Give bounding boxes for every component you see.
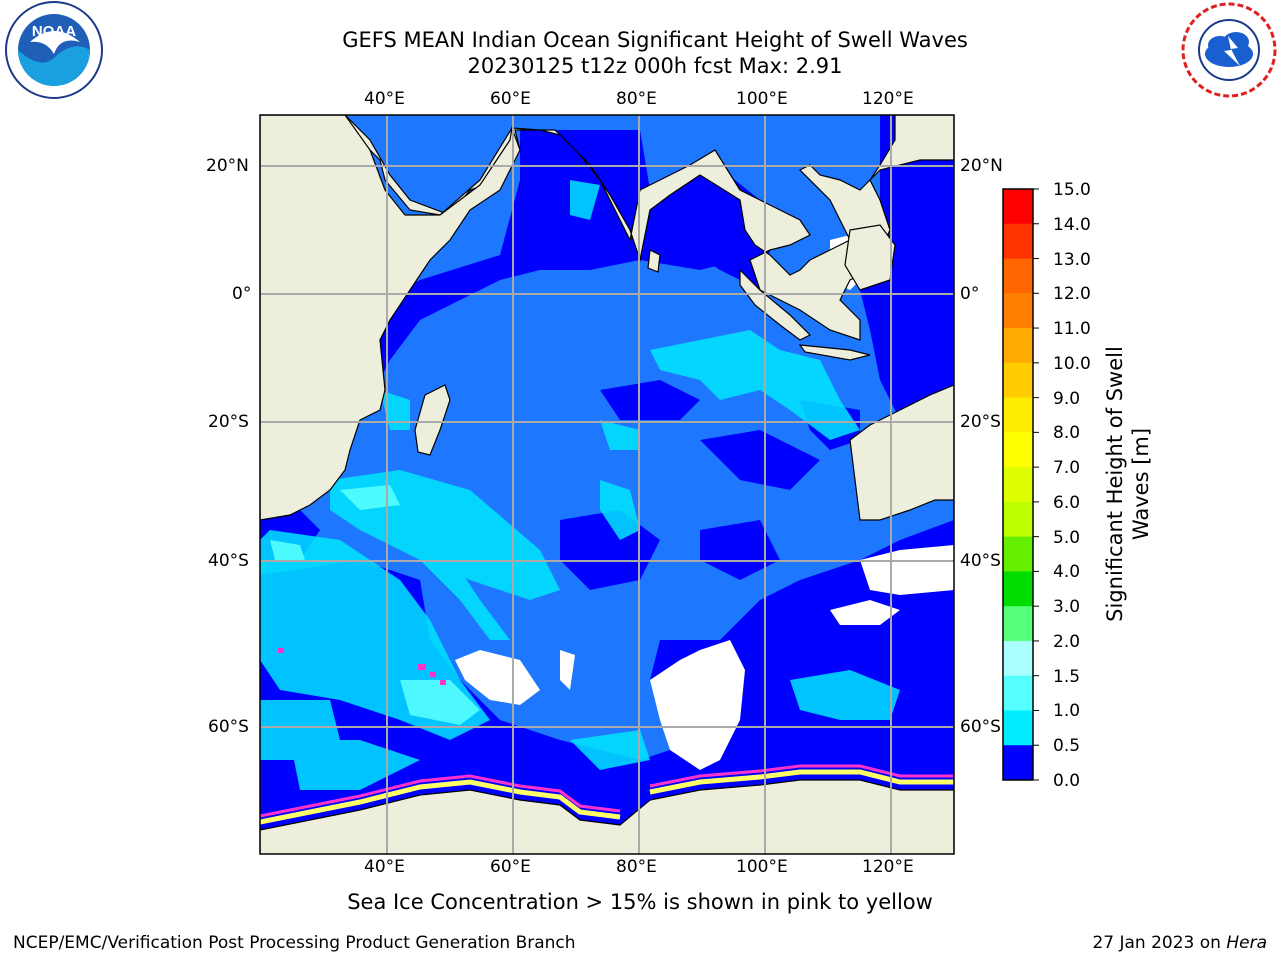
colorbar-segment (1003, 467, 1033, 503)
footer-date-text: 27 Jan 2023 on (1092, 933, 1227, 953)
chart-title: GEFS MEAN Indian Ocean Significant Heigh… (342, 28, 968, 52)
colorbar-tick-9: 9.0 (1053, 389, 1081, 409)
colorbar-segment (1003, 606, 1033, 642)
colorbar-tick-0: 0.0 (1053, 771, 1081, 791)
lat-label-left-0: 0° (232, 284, 252, 304)
lat-label-left-60s: 60°S (208, 717, 249, 737)
lat-label-right-20n: 20°N (960, 156, 1003, 176)
colorbar-tick-13: 13.0 (1053, 250, 1091, 270)
colorbar-tick-8: 8.0 (1053, 423, 1081, 443)
colorbar-frame (1002, 188, 1034, 781)
lon-label-top-80e: 80°E (616, 89, 657, 109)
sea-ice-note: Sea Ice Concentration > 15% is shown in … (347, 890, 933, 914)
colorbar-segment (1003, 432, 1033, 468)
lon-label-top-100e: 100°E (736, 89, 788, 109)
colorbar-segment (1003, 571, 1033, 607)
map-frame (259, 114, 955, 855)
lat-label-left-40s: 40°S (208, 551, 249, 571)
lat-label-right-60s: 60°S (960, 717, 1001, 737)
colorbar-tick-5: 5.0 (1053, 528, 1081, 548)
noaa-logo-icon: NOAA (0, 0, 108, 100)
footer-host: Hera (1226, 933, 1267, 953)
lon-label-bottom-60e: 60°E (490, 857, 531, 877)
colorbar-segment (1003, 745, 1033, 781)
colorbar-segment (1003, 258, 1033, 294)
highest-swell-regions (270, 485, 480, 725)
lon-label-bottom-100e: 100°E (736, 857, 788, 877)
colorbar-tick-10: 10.0 (1053, 354, 1091, 374)
colorbar (1002, 188, 1039, 781)
colorbar-tick-3: 3.0 (1053, 597, 1081, 617)
colorbar-segment (1003, 675, 1033, 711)
colorbar-segment (1003, 328, 1033, 364)
colorbar-tick-7: 7.0 (1053, 458, 1081, 478)
lon-label-top-40e: 40°E (364, 89, 405, 109)
colorbar-tick-4: 4.0 (1053, 562, 1081, 582)
lat-label-left-20s: 20°S (208, 412, 249, 432)
lon-label-top-60e: 60°E (490, 89, 531, 109)
colorbar-tick-14: 14.0 (1053, 215, 1091, 235)
lon-label-top-120e: 120°E (862, 89, 914, 109)
colorbar-tick-12: 12.0 (1053, 284, 1091, 304)
colorbar-tick-15: 15.0 (1053, 180, 1091, 200)
sea-ice-fringe (260, 648, 954, 825)
colorbar-tick-0-5: 0.5 (1053, 736, 1081, 756)
colorbar-tick-11: 11.0 (1053, 319, 1091, 339)
graticule (260, 115, 954, 854)
lat-label-left-20n: 20°N (206, 156, 249, 176)
colorbar-segment (1003, 293, 1033, 329)
colorbar-tick-1: 1.0 (1053, 701, 1081, 721)
noaa-logo-text: NOAA (32, 23, 76, 40)
colorbar-tick-1-5: 1.5 (1053, 667, 1081, 687)
chart-subtitle: 20230125 t12z 000h fcst Max: 2.91 (467, 54, 843, 78)
colorbar-segment (1003, 710, 1033, 746)
footer-date: 27 Jan 2023 on Hera (1092, 933, 1267, 953)
colorbar-segment (1003, 501, 1033, 538)
colorbar-segment (1003, 362, 1033, 399)
colorbar-title: Significant Height of Swell Waves [m] (1102, 314, 1154, 654)
colorbar-title-line1: Significant Height of Swell (1103, 346, 1127, 622)
colorbar-tick-2: 2.0 (1053, 632, 1081, 652)
footer-credit: NCEP/EMC/Verification Post Processing Pr… (13, 933, 576, 953)
lat-label-right-20s: 20°S (960, 412, 1001, 432)
lon-label-bottom-80e: 80°E (616, 857, 657, 877)
lon-label-bottom-40e: 40°E (364, 857, 405, 877)
land-masses (260, 115, 954, 854)
colorbar-segment (1003, 223, 1033, 260)
lat-label-right-40s: 40°S (960, 551, 1001, 571)
lat-label-right-0: 0° (960, 284, 980, 304)
colorbar-segment (1003, 189, 1033, 225)
colorbar-segment (1003, 640, 1033, 677)
colorbar-segment (1003, 397, 1033, 433)
colorbar-title-line2: Waves [m] (1129, 427, 1153, 541)
colorbar-tick-6: 6.0 (1053, 493, 1081, 513)
lon-label-bottom-120e: 120°E (862, 857, 914, 877)
nws-logo-icon (1178, 0, 1280, 100)
colorbar-segment (1003, 536, 1033, 572)
